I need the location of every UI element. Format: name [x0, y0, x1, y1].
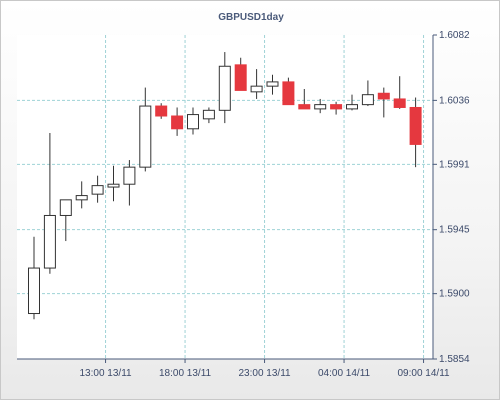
candle: [250, 69, 263, 99]
x-tick-label: 18:00 13/11: [159, 368, 212, 379]
candle: [43, 133, 56, 274]
candle-body: [155, 105, 168, 117]
candle-body: [43, 214, 56, 269]
y-tick-label: 1.5900: [439, 289, 470, 300]
candle: [393, 76, 406, 109]
candle-body: [218, 65, 231, 111]
candle: [330, 101, 343, 115]
candle: [123, 160, 136, 206]
candle-body: [59, 199, 72, 216]
x-tick-label: 13:00 13/11: [80, 368, 133, 379]
candle: [234, 57, 247, 91]
chart-title: GBPUSD1day: [218, 12, 284, 23]
candle-body: [393, 98, 406, 108]
candle: [282, 77, 295, 106]
candle-body: [234, 64, 247, 91]
candle: [218, 52, 231, 124]
candle: [202, 107, 215, 124]
x-tick-label: 23:00 13/11: [239, 368, 292, 379]
candle-body: [123, 166, 136, 185]
candle-body: [107, 183, 120, 188]
candle-body: [139, 105, 152, 168]
candle-body: [346, 104, 358, 110]
candle: [409, 97, 422, 168]
candle-body: [361, 94, 374, 106]
candle-body: [377, 92, 390, 100]
candle: [107, 165, 120, 202]
candle-body: [171, 115, 184, 130]
candle-body: [250, 85, 263, 93]
candle-body: [314, 104, 327, 110]
candle-body: [266, 81, 279, 87]
candle: [187, 107, 199, 135]
x-tick-label: 04:00 14/11: [318, 368, 371, 379]
candles: [28, 52, 422, 320]
x-tick-label: 09:00 14/11: [398, 368, 451, 379]
y-tick-label: 1.5991: [439, 159, 470, 170]
y-tick-label: 1.5854: [439, 354, 470, 365]
candle-body: [202, 109, 215, 120]
candle: [171, 107, 184, 136]
candle: [298, 89, 311, 110]
candle-body: [298, 104, 311, 110]
y-tick-label: 1.5945: [439, 225, 470, 236]
candle-body: [330, 104, 343, 110]
candle: [266, 74, 279, 95]
candle-body: [91, 185, 104, 195]
candle: [377, 87, 390, 118]
candle: [139, 87, 152, 172]
candle: [91, 175, 104, 203]
candle: [59, 199, 72, 242]
candle: [75, 181, 88, 209]
candle: [28, 236, 40, 320]
candle-body: [409, 106, 422, 145]
y-tick-label: 1.6082: [439, 30, 470, 41]
candle: [361, 80, 374, 107]
candle-body: [28, 267, 40, 315]
axes: 1.6082 1.6036 1.5991 1.5945 1.5900 1.5854 13:0…: [17, 30, 470, 379]
candle: [314, 98, 327, 114]
candle-body: [187, 114, 199, 130]
candle-body: [282, 81, 295, 106]
candle: [346, 94, 358, 111]
y-tick-label: 1.6036: [439, 95, 470, 106]
candle: [155, 103, 168, 119]
candle-body: [75, 195, 88, 201]
